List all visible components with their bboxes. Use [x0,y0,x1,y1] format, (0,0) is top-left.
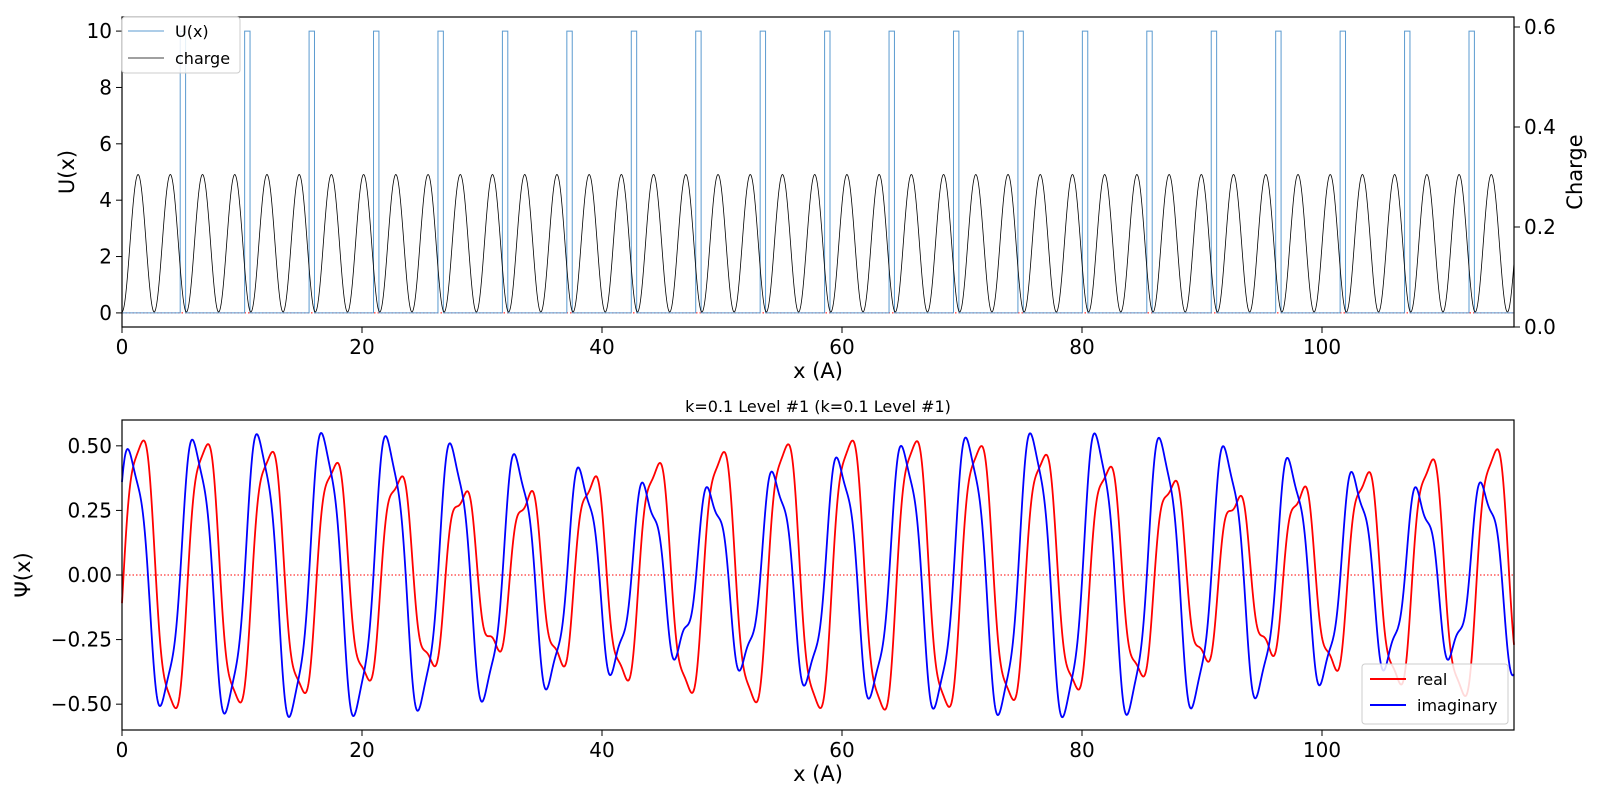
top-y-tick-label: 2 [99,245,112,269]
bottom-y-tick-label: 0.25 [67,498,112,522]
top-x-tick-label: 0 [116,335,129,359]
bottom-x-ticks: 0 20 40 60 80 100 [116,730,1341,762]
top-x-tick-label: 100 [1303,335,1341,359]
bottom-x-tick-label: 80 [1069,738,1094,762]
top-y-tick-label: 4 [99,188,112,212]
top-right-y-tick-label: 0.4 [1524,115,1556,139]
bottom-x-tick-label: 0 [116,738,129,762]
bottom-series-layer [121,431,1515,719]
bottom-x-axis-label: x (A) [793,762,843,786]
top-x-tick-label: 40 [589,335,614,359]
wavefunction-plot: k=0.1 Level #1 (k=0.1 Level #1) 0 20 40 60 8… [11,397,1515,786]
bottom-plot-title: k=0.1 Level #1 (k=0.1 Level #1) [685,397,951,416]
top-x-tick-label: 80 [1069,335,1094,359]
bottom-y-tick-label: −0.50 [51,692,112,716]
bottom-x-tick-label: 20 [349,738,374,762]
top-legend-label-potential: U(x) [175,22,209,41]
bottom-x-tick-label: 40 [589,738,614,762]
top-series-layer [121,30,1515,314]
top-y-axis-label: U(x) [55,150,79,194]
bottom-y-tick-label: 0.50 [67,434,112,458]
top-x-ticks: 0 20 40 60 80 100 [116,327,1341,359]
top-y-ticks: 0 2 4 6 8 10 [87,19,122,325]
bottom-legend-label-imaginary: imaginary [1417,696,1497,715]
top-right-y-ticks: 0.0 0.2 0.4 0.6 [1514,15,1556,339]
top-y-tick-label: 6 [99,132,112,156]
series-charge-line [121,174,1515,313]
series-real-line [121,439,1515,711]
top-x-tick-label: 20 [349,335,374,359]
top-plot-frame [121,16,1515,328]
top-x-axis-label: x (A) [793,359,843,383]
top-y-tick-label: 10 [87,19,112,43]
bottom-x-tick-label: 60 [829,738,854,762]
bottom-y-tick-label: −0.25 [51,628,112,652]
bottom-legend: real imaginary [1361,663,1509,725]
top-legend-label-charge: charge [175,49,230,68]
top-right-y-tick-label: 0.0 [1524,315,1556,339]
bottom-legend-label-real: real [1417,670,1447,689]
top-x-tick-label: 60 [829,335,854,359]
top-y-tick-label: 0 [99,301,112,325]
bottom-y-tick-label: 0.00 [67,563,112,587]
top-right-y-tick-label: 0.2 [1524,215,1556,239]
top-right-y-axis-label: Charge [1563,134,1587,209]
bottom-x-tick-label: 100 [1303,738,1341,762]
top-y-tick-label: 8 [99,75,112,99]
series-potential-line [122,30,1514,314]
series-imaginary-line [121,431,1515,719]
top-legend: U(x) charge [121,16,241,74]
bottom-y-ticks: −0.50 −0.25 0.00 0.25 0.50 [51,434,122,716]
bottom-y-axis-label: Ψ(x) [11,552,35,597]
top-right-y-tick-label: 0.6 [1524,15,1556,39]
